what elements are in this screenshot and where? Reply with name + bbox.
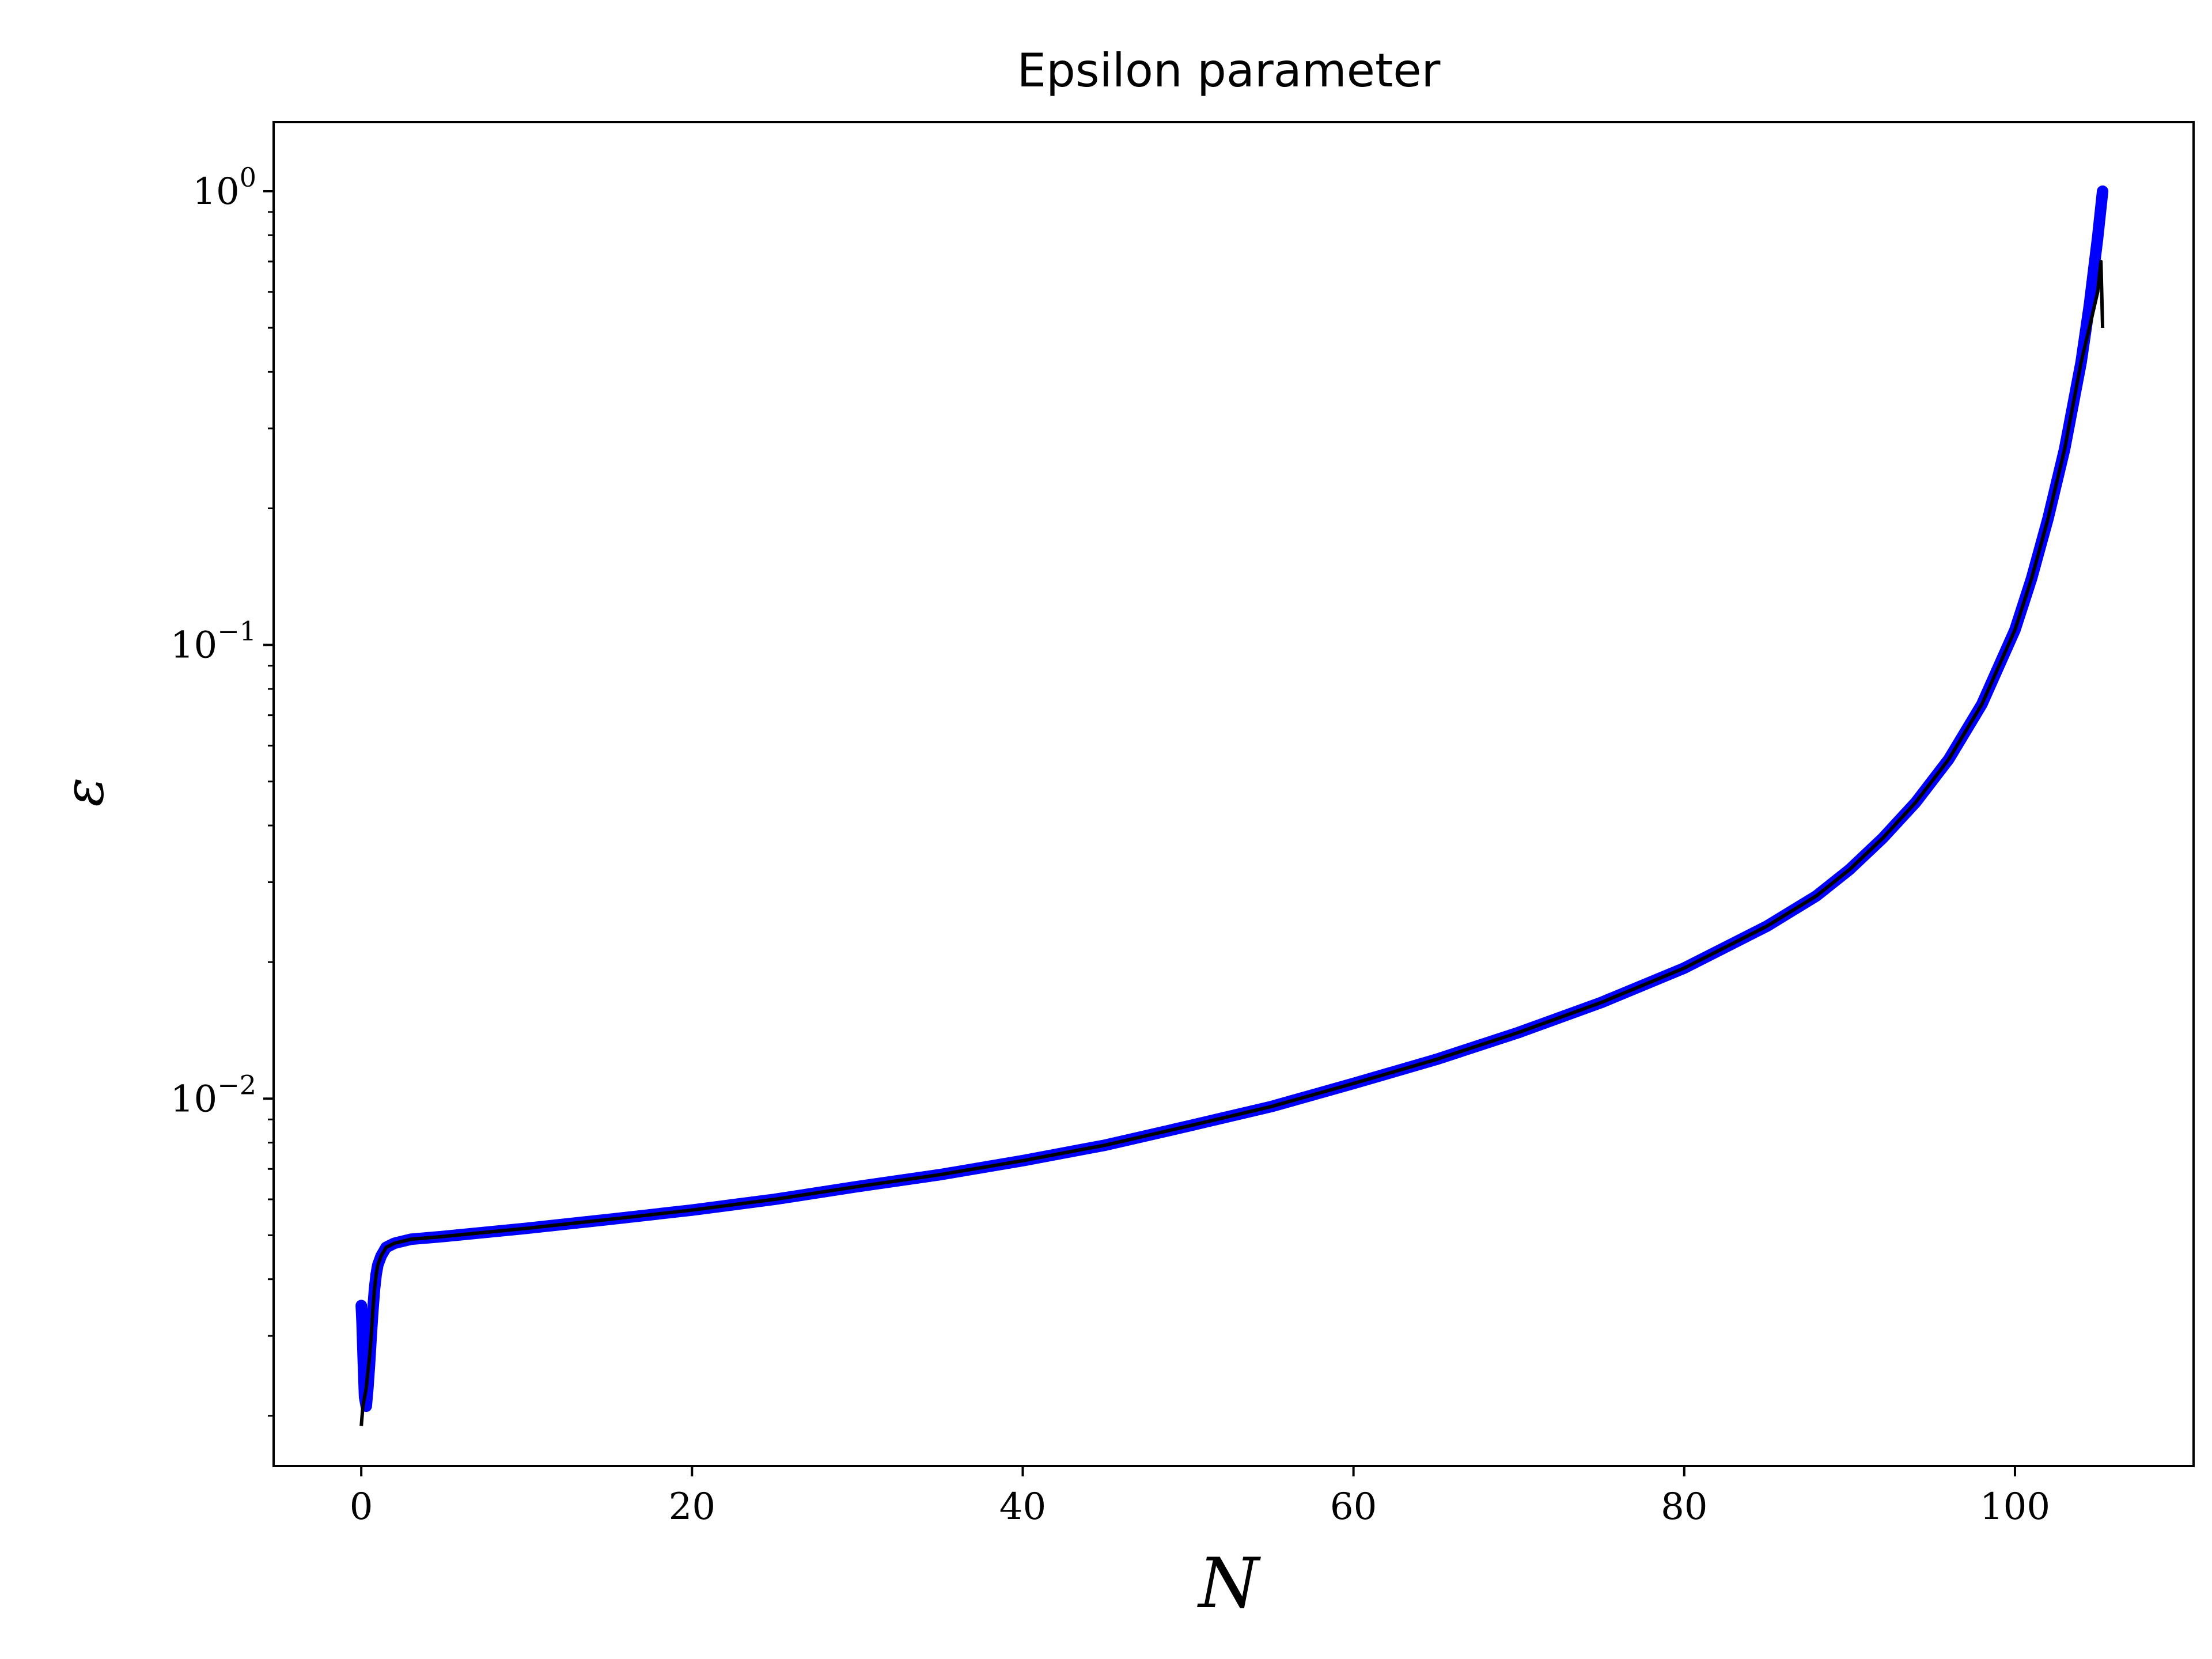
x-tick-label: 0 [350,1486,373,1528]
x-tick-label: 20 [669,1486,715,1528]
x-tick-label: 100 [1980,1486,2050,1528]
y-tick-label: 10−2 [171,1069,256,1120]
x-axis-label: N [1197,1544,1262,1624]
axes-frame [272,121,2195,1467]
chart-title: Epsilon parameter [1017,44,1441,97]
y-tick-exponent: −2 [217,1069,256,1100]
y-tick-label: 100 [192,162,256,213]
data-point [358,1344,368,1355]
y-tick-base: 10 [171,624,217,667]
y-tick-base: 10 [171,1078,217,1120]
y-axis-label: ε [52,778,116,807]
x-tick-label: 80 [1661,1486,1707,1528]
x-tick-label: 60 [1330,1486,1377,1528]
y-tick-base: 10 [192,171,239,213]
x-tick-label: 40 [999,1486,1046,1528]
data-point [356,1300,367,1311]
data-point [2097,186,2108,196]
y-tick-exponent: 0 [240,162,256,193]
line-series-1 [359,260,2105,1426]
data-point [357,1318,368,1328]
y-tick-exponent: −1 [217,616,256,647]
data-point [2084,300,2095,311]
data-point [2092,232,2103,243]
series-line [359,260,2105,1426]
y-tick-label: 10−1 [171,616,256,667]
plot-area [355,185,2109,1426]
